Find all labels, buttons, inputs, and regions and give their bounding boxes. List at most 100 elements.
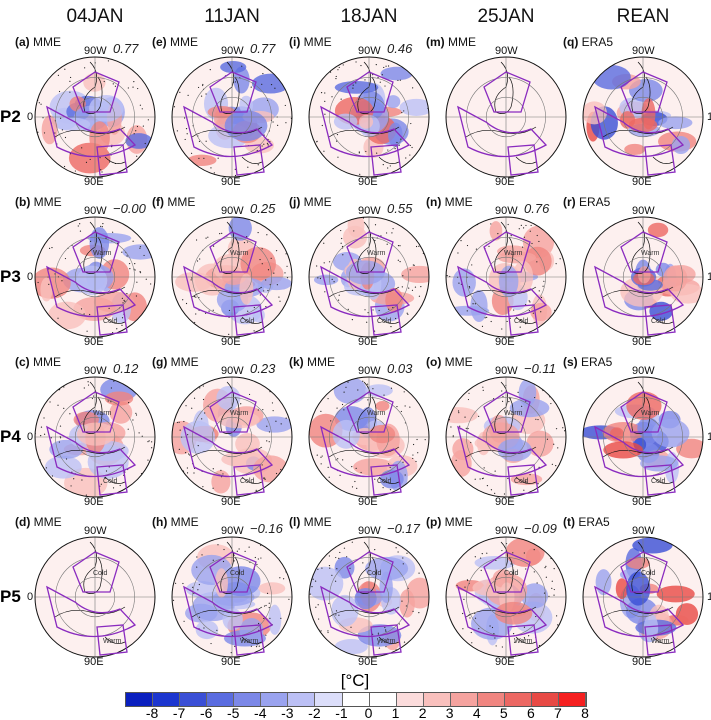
- significance-dot: [495, 645, 497, 647]
- significance-dot: [336, 407, 338, 409]
- significance-dot: [136, 125, 139, 128]
- region-box: [507, 304, 539, 336]
- pattern-correlation: 0.77: [113, 41, 139, 56]
- polar-map: Cold Warm: [582, 536, 704, 658]
- anomaly-patch: [48, 301, 86, 330]
- significance-dot: [535, 615, 537, 618]
- colorbar-tick: 1: [391, 705, 400, 720]
- significance-dot: [141, 435, 143, 437]
- significance-dot: [205, 140, 207, 142]
- significance-dot: [533, 549, 535, 551]
- significance-dot: [276, 284, 278, 286]
- polar-map: [34, 56, 156, 178]
- panel-label: (e) MME: [152, 35, 198, 49]
- significance-dot: [343, 547, 346, 549]
- significance-dot: [544, 567, 546, 569]
- significance-dot: [40, 103, 42, 105]
- significance-dot: [396, 405, 398, 408]
- significance-dot: [267, 143, 269, 145]
- significance-dot: [265, 604, 267, 607]
- significance-dot: [254, 556, 256, 559]
- significance-dot: [351, 541, 353, 543]
- significance-dot: [480, 569, 482, 571]
- significance-dot: [100, 225, 102, 228]
- anomaly-patch: [240, 247, 276, 281]
- significance-dot: [467, 579, 469, 582]
- significance-dot: [559, 258, 561, 260]
- anomaly-patch: [676, 438, 703, 459]
- significance-dot: [193, 592, 195, 595]
- significance-dot: [185, 302, 188, 305]
- lon-label-90e: 90E: [221, 176, 241, 188]
- significance-dot: [262, 72, 264, 75]
- region-box: [209, 231, 257, 273]
- significance-dot: [257, 409, 259, 411]
- significance-dot: [411, 289, 414, 291]
- significance-dot: [486, 485, 489, 487]
- significance-dot: [402, 461, 404, 463]
- region-box: [483, 391, 531, 433]
- anomaly-patch: [54, 117, 91, 131]
- significance-dot: [535, 418, 537, 420]
- region-box: [183, 585, 274, 638]
- significance-dot: [191, 277, 193, 279]
- significance-dot: [481, 325, 484, 327]
- significance-dot: [374, 224, 377, 226]
- lon-label-180: 180: [707, 271, 711, 283]
- region-label: Warm: [93, 410, 112, 417]
- significance-dot: [335, 75, 337, 78]
- significance-dot: [543, 280, 545, 282]
- significance-dot: [185, 128, 188, 130]
- region-box: [233, 144, 265, 176]
- colorbar-tick: 2: [418, 705, 427, 720]
- map-boundary: [308, 376, 430, 498]
- colorbar-tick: -8: [145, 705, 159, 720]
- significance-dot: [342, 459, 344, 461]
- significance-dot: [538, 240, 540, 243]
- significance-dot: [387, 149, 389, 151]
- region-box: [183, 425, 274, 478]
- significance-dot: [316, 454, 318, 456]
- panel-label: (b) MME: [15, 195, 62, 209]
- significance-dot: [528, 635, 530, 637]
- significance-dot: [89, 313, 91, 316]
- significance-dot: [471, 264, 473, 266]
- significance-dot: [57, 74, 60, 77]
- row-label: P3: [0, 267, 21, 286]
- significance-dot: [528, 300, 530, 302]
- significance-dot: [396, 141, 398, 144]
- significance-dot: [137, 87, 139, 90]
- significance-dot: [191, 407, 193, 409]
- significance-dot: [244, 550, 246, 552]
- significance-dot: [408, 287, 410, 289]
- significance-dot: [474, 617, 477, 619]
- lon-label-90w: 90W: [495, 45, 518, 57]
- significance-dot: [374, 478, 376, 480]
- significance-dot: [397, 79, 399, 82]
- significance-dot: [364, 79, 366, 81]
- panel-label: (k) MME: [289, 355, 335, 369]
- significance-dot: [362, 380, 364, 382]
- significance-dot: [121, 324, 123, 326]
- significance-dot: [258, 622, 260, 625]
- significance-dot: [355, 61, 357, 63]
- significance-dot: [562, 427, 564, 429]
- significance-dot: [147, 441, 149, 443]
- lon-label-90e: 90E: [632, 656, 652, 668]
- anomaly-patch: [452, 268, 476, 297]
- panel-source: ERA5: [581, 35, 614, 49]
- significance-dot: [279, 577, 281, 579]
- significance-dot: [513, 641, 516, 643]
- significance-dot: [389, 489, 392, 491]
- region-box: [644, 624, 676, 656]
- significance-dot: [183, 620, 185, 622]
- significance-dot: [482, 386, 484, 388]
- significance-dot: [416, 438, 418, 441]
- significance-dot: [135, 130, 137, 132]
- significance-dot: [387, 638, 389, 640]
- significance-dot: [470, 441, 472, 444]
- significance-dot: [217, 157, 219, 159]
- significance-dot: [133, 81, 135, 83]
- significance-dot: [353, 230, 355, 232]
- region-box: [233, 304, 265, 336]
